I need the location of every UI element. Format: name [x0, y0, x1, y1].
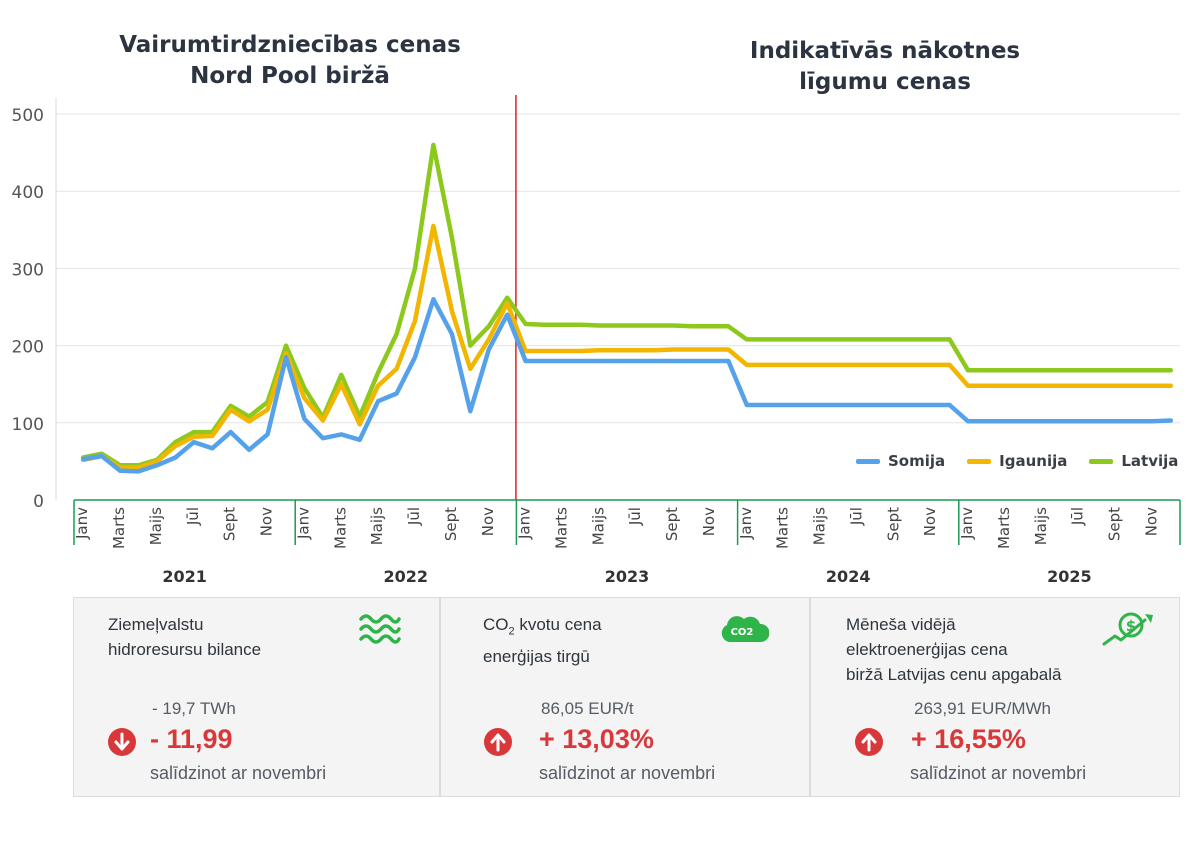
x-month-label: Marts — [774, 507, 792, 549]
card-title: Mēneša vidējā elektroenerģijas cena birž… — [846, 612, 1061, 687]
legend-item-igaunija: Igaunija — [967, 452, 1067, 470]
card-title-co: CO — [483, 615, 509, 634]
legend-item-latvija: Latvija — [1089, 452, 1178, 470]
x-year-label: 2025 — [1047, 567, 1092, 586]
x-month-label: Jūl — [626, 507, 644, 526]
x-month-label: Maijs — [811, 507, 829, 545]
card-title-line: Mēneša vidējā — [846, 615, 956, 634]
x-month-label: Marts — [331, 507, 349, 549]
card-title-line: enerģijas tirgū — [483, 647, 590, 667]
legend-label-somija: Somija — [888, 452, 946, 470]
chart-title-wholesale: Vairumtirdzniecības cenas Nord Pool birž… — [119, 32, 461, 89]
x-month-label: Nov — [479, 507, 497, 536]
monthly-price-card: Mēneša vidējā elektroenerģijas cena birž… — [810, 597, 1180, 797]
legend-label-igaunija: Igaunija — [999, 452, 1068, 470]
legend-swatch-latvija — [1089, 458, 1114, 464]
card-title-subscript: 2 — [508, 625, 515, 638]
x-year-label: 2021 — [162, 567, 207, 586]
x-month-label: Janv — [294, 507, 312, 540]
y-tick-label: 300 — [12, 260, 44, 280]
y-tick-label: 200 — [12, 338, 44, 358]
chart-legend: Somija Igaunija Latvija — [856, 452, 1178, 470]
card-change: + 13,03% — [539, 724, 654, 754]
x-month-label: Janv — [73, 507, 91, 540]
y-tick-label: 400 — [12, 183, 44, 203]
x-year-label: 2022 — [384, 567, 429, 586]
series-line-latvija — [80, 142, 1174, 468]
card-title-line: biržā Latvijas cenu apgabalā — [846, 665, 1062, 684]
x-month-label: Sept — [1105, 507, 1123, 541]
card-title: Ziemeļvalstu hidroresursu bilance — [108, 612, 261, 662]
x-month-label: Nov — [258, 507, 276, 536]
x-month-label: Marts — [552, 507, 570, 549]
svg-text:$: $ — [1126, 617, 1136, 635]
x-year-label: 2023 — [605, 567, 650, 586]
arrow-down-icon — [108, 728, 136, 756]
card-value: 263,91 EUR/MWh — [914, 699, 1051, 718]
co2-cloud-icon: CO2 — [721, 616, 769, 642]
x-month-label: Nov — [1142, 507, 1160, 536]
x-month-label: Maijs — [147, 507, 165, 545]
x-month-label: Jūl — [847, 507, 865, 526]
y-tick-label: 0 — [33, 492, 44, 512]
card-compare: salīdzinot ar novembri — [150, 763, 327, 783]
x-month-label: Jūl — [1069, 507, 1087, 526]
x-month-label: Jūl — [184, 507, 202, 526]
card-title-line: hidroresursu bilance — [108, 640, 262, 659]
x-month-label: Maijs — [589, 507, 607, 545]
card-value: - 19,7 TWh — [152, 699, 236, 718]
y-tick-label: 100 — [12, 415, 44, 435]
x-year-label: 2024 — [826, 567, 871, 586]
card-title-line: elektroenerģijas cena — [846, 640, 1008, 659]
legend-item-somija: Somija — [856, 452, 945, 470]
chart-title-futures: Indikatīvās nākotnes līgumu cenas — [749, 38, 1021, 95]
x-month-label: Marts — [110, 507, 128, 549]
hydro-balance-card: Ziemeļvalstu hidroresursu bilance - 19,7… — [73, 597, 440, 797]
card-compare: salīdzinot ar novembri — [910, 763, 1087, 783]
arrow-up-icon — [855, 728, 883, 756]
x-month-label: Maijs — [1032, 507, 1050, 545]
card-change: + 16,55% — [911, 724, 1026, 754]
y-tick-label: 500 — [12, 106, 44, 126]
x-month-label: Janv — [516, 507, 534, 540]
money-growth-icon: $ — [1102, 612, 1153, 646]
card-title: CO2 kvotu cena enerģijas tirgū — [483, 612, 602, 669]
co2-icon-label: CO2 — [731, 627, 754, 638]
legend-swatch-igaunija — [967, 458, 992, 464]
x-month-label: Sept — [663, 507, 681, 541]
price-chart: 0 100 200 300 400 500 Janv Marts Maijs Jūl Sept Nov… — [12, 95, 1181, 586]
co2-price-card: CO2 kvotu cena enerģijas tirgū CO2 86,05… — [440, 597, 810, 797]
x-month-label: Jūl — [405, 507, 423, 526]
card-title-rest: kvotu cena — [514, 615, 602, 634]
water-waves-icon — [359, 614, 401, 644]
x-month-label: Nov — [700, 507, 718, 536]
x-month-label: Janv — [958, 507, 976, 540]
legend-swatch-somija — [856, 458, 880, 464]
card-change: - 11,99 — [150, 724, 233, 754]
series-line-igaunija — [80, 223, 1174, 470]
x-month-label: Janv — [737, 507, 755, 540]
x-month-label: Marts — [995, 507, 1013, 549]
legend-label-latvija: Latvija — [1121, 452, 1179, 470]
x-month-label: Sept — [884, 507, 902, 541]
arrow-up-icon — [484, 728, 512, 756]
x-month-label: Sept — [221, 507, 239, 541]
x-month-label: Maijs — [368, 507, 386, 545]
x-month-label: Nov — [921, 507, 939, 536]
x-month-label: Sept — [442, 507, 460, 541]
card-title-line: Ziemeļvalstu — [108, 615, 204, 634]
card-compare: salīdzinot ar novembri — [539, 763, 716, 783]
series-line-somija — [80, 297, 1174, 474]
card-value: 86,05 EUR/t — [541, 699, 634, 718]
